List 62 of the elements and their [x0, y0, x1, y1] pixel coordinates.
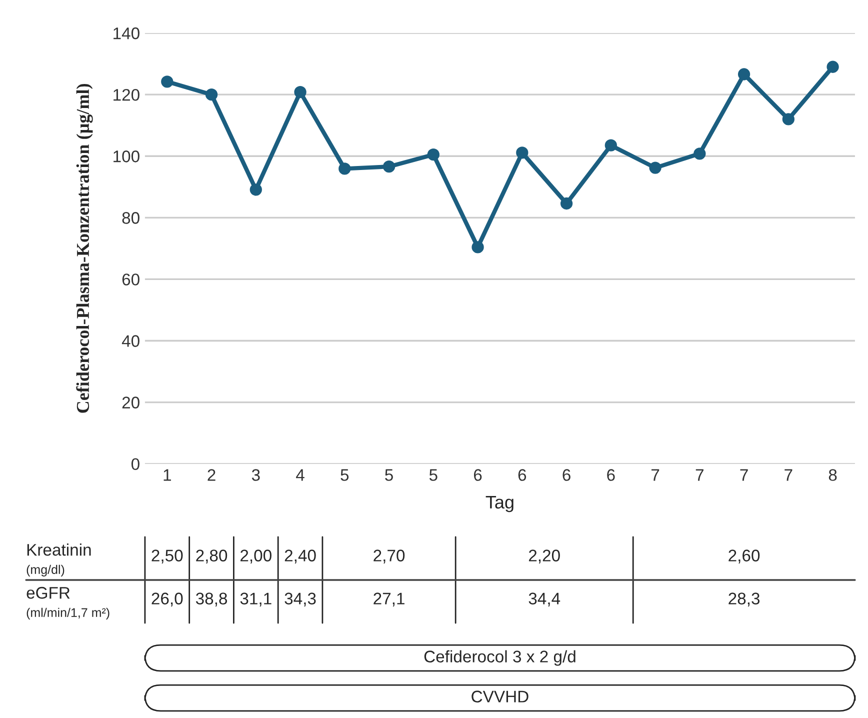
text: 34,4: [528, 592, 560, 606]
y-tick-label: 100: [114, 150, 140, 162]
text: 2,70: [374, 550, 405, 564]
text: Cefiderocol 3 x 2 g/d: [424, 650, 576, 666]
point: [604, 139, 617, 152]
point: [560, 197, 573, 210]
point: [694, 148, 706, 160]
text: 2,40: [284, 550, 316, 564]
x-tick-label: 2: [208, 469, 216, 481]
text: 2,20: [528, 550, 560, 564]
x-axis-title: Tag: [486, 496, 514, 512]
text: (ml/min/1,7 m²): [26, 608, 110, 620]
y-tick-label: 60: [122, 274, 140, 286]
point: [382, 160, 396, 173]
point: [826, 60, 839, 73]
text: 2,00: [240, 550, 272, 564]
x-tick-label: 6: [474, 469, 482, 481]
point: [782, 113, 794, 126]
y-tick-label: 20: [122, 396, 140, 408]
y-tick-label: 40: [122, 335, 140, 347]
point: [294, 86, 306, 98]
text: 28,3: [728, 592, 760, 606]
x-tick-label: 7: [652, 469, 660, 481]
x-tick-label: 7: [740, 469, 748, 481]
text: Kreatinin: [27, 543, 91, 556]
text: 34,3: [284, 592, 316, 606]
text: (mg/dl): [26, 564, 64, 576]
x-tick-label: 8: [828, 469, 837, 481]
point: [250, 184, 262, 196]
y-tick-label: 0: [131, 458, 140, 470]
y-tick-label: 120: [114, 88, 140, 101]
x-tick-label: 1: [164, 469, 171, 481]
point: [205, 88, 218, 101]
x-tick-label: 6: [607, 469, 615, 481]
point: [427, 148, 440, 161]
x-tick-label: 5: [385, 469, 393, 481]
text: CVVHD: [472, 690, 528, 702]
text: 26,0: [152, 592, 183, 606]
text: eGFR: [26, 586, 70, 599]
point: [161, 76, 174, 88]
x-tick-label: 7: [784, 469, 792, 481]
point: [516, 146, 528, 159]
point: [738, 68, 750, 80]
y-axis-title: Cefiderocol-Plasma-Konzentration (µg/ml): [76, 84, 93, 413]
x-tick-label: 4: [296, 469, 304, 481]
x-tick-label: 6: [518, 469, 526, 481]
x-tick-label: 7: [696, 469, 704, 481]
text: 2,60: [728, 550, 760, 564]
x-tick-label: 5: [429, 469, 438, 481]
text: 2,50: [152, 550, 183, 564]
x-tick-label: 5: [340, 469, 349, 481]
text: 38,8: [196, 592, 228, 606]
point: [649, 162, 662, 174]
text: 2,80: [196, 550, 228, 564]
y-tick-label: 140: [114, 27, 140, 40]
text: 27,1: [374, 592, 404, 606]
text: 31,1: [240, 592, 272, 606]
x-tick-label: 3: [252, 469, 260, 481]
x-tick-label: 6: [562, 469, 570, 481]
point: [472, 241, 484, 254]
y-tick-label: 80: [122, 212, 140, 224]
point: [338, 162, 351, 175]
